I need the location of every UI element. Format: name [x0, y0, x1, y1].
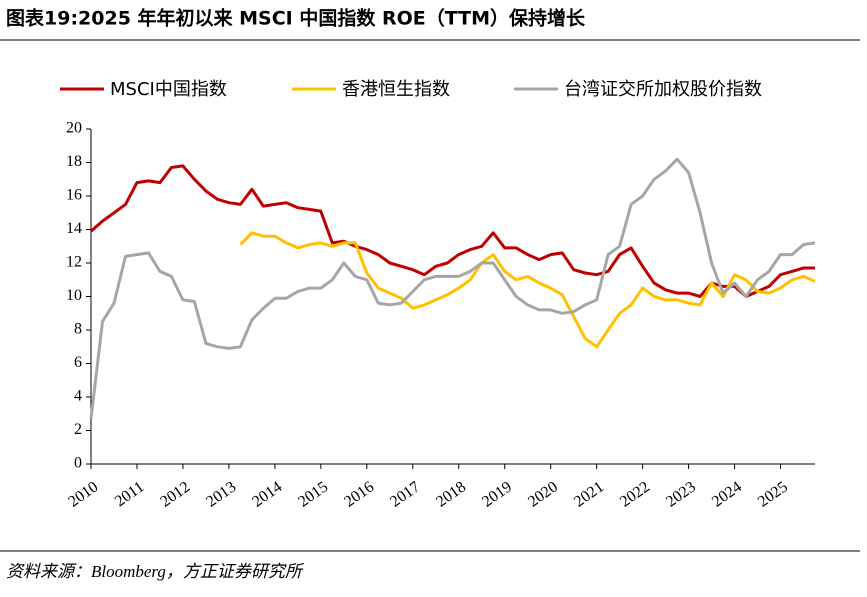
- y-tick-label: 4: [74, 388, 82, 405]
- x-tick-label: 2011: [112, 478, 147, 510]
- legend-label: MSCI中国指数: [110, 79, 227, 100]
- x-tick-label: 2016: [341, 478, 377, 510]
- x-tick-label: 2023: [663, 478, 699, 510]
- y-tick-label: 8: [74, 321, 82, 338]
- series-line: [90, 164, 815, 298]
- y-tick-label: 18: [66, 153, 82, 170]
- chart-title: 图表19:2025 年年初以来 MSCI 中国指数 ROE（TTM）保持增长: [6, 7, 586, 30]
- legend-label: 台湾证交所加权股价指数: [564, 79, 762, 100]
- x-tick-label: 2020: [525, 478, 561, 510]
- series-line: [239, 231, 816, 349]
- x-tick-label: 2010: [65, 478, 101, 510]
- x-tick-label: 2014: [249, 478, 285, 510]
- series-line: [89, 157, 816, 419]
- x-tick-label: 2018: [433, 478, 469, 510]
- legend-label: 香港恒生指数: [342, 79, 450, 100]
- x-tick-label: 2017: [387, 478, 423, 510]
- y-tick-label: 6: [74, 354, 82, 371]
- y-tick-label: 14: [66, 220, 82, 237]
- y-tick-label: 10: [66, 287, 82, 304]
- x-tick-label: 2015: [295, 478, 331, 510]
- y-tick-label: 12: [66, 254, 82, 271]
- y-tick-label: 2: [74, 421, 82, 438]
- y-tick-label: 0: [74, 455, 82, 472]
- x-tick-label: 2019: [479, 478, 515, 510]
- x-tick-label: 2024: [709, 478, 745, 510]
- x-tick-label: 2013: [203, 478, 239, 510]
- x-tick-label: 2012: [157, 478, 193, 510]
- source: 资料来源：Bloomberg，方正证券研究所: [6, 562, 305, 581]
- x-tick-label: 2022: [617, 478, 653, 510]
- y-tick-label: 20: [66, 120, 82, 137]
- y-tick-label: 16: [66, 187, 82, 204]
- x-tick-label: 2025: [755, 478, 791, 510]
- x-tick-label: 2021: [571, 478, 607, 510]
